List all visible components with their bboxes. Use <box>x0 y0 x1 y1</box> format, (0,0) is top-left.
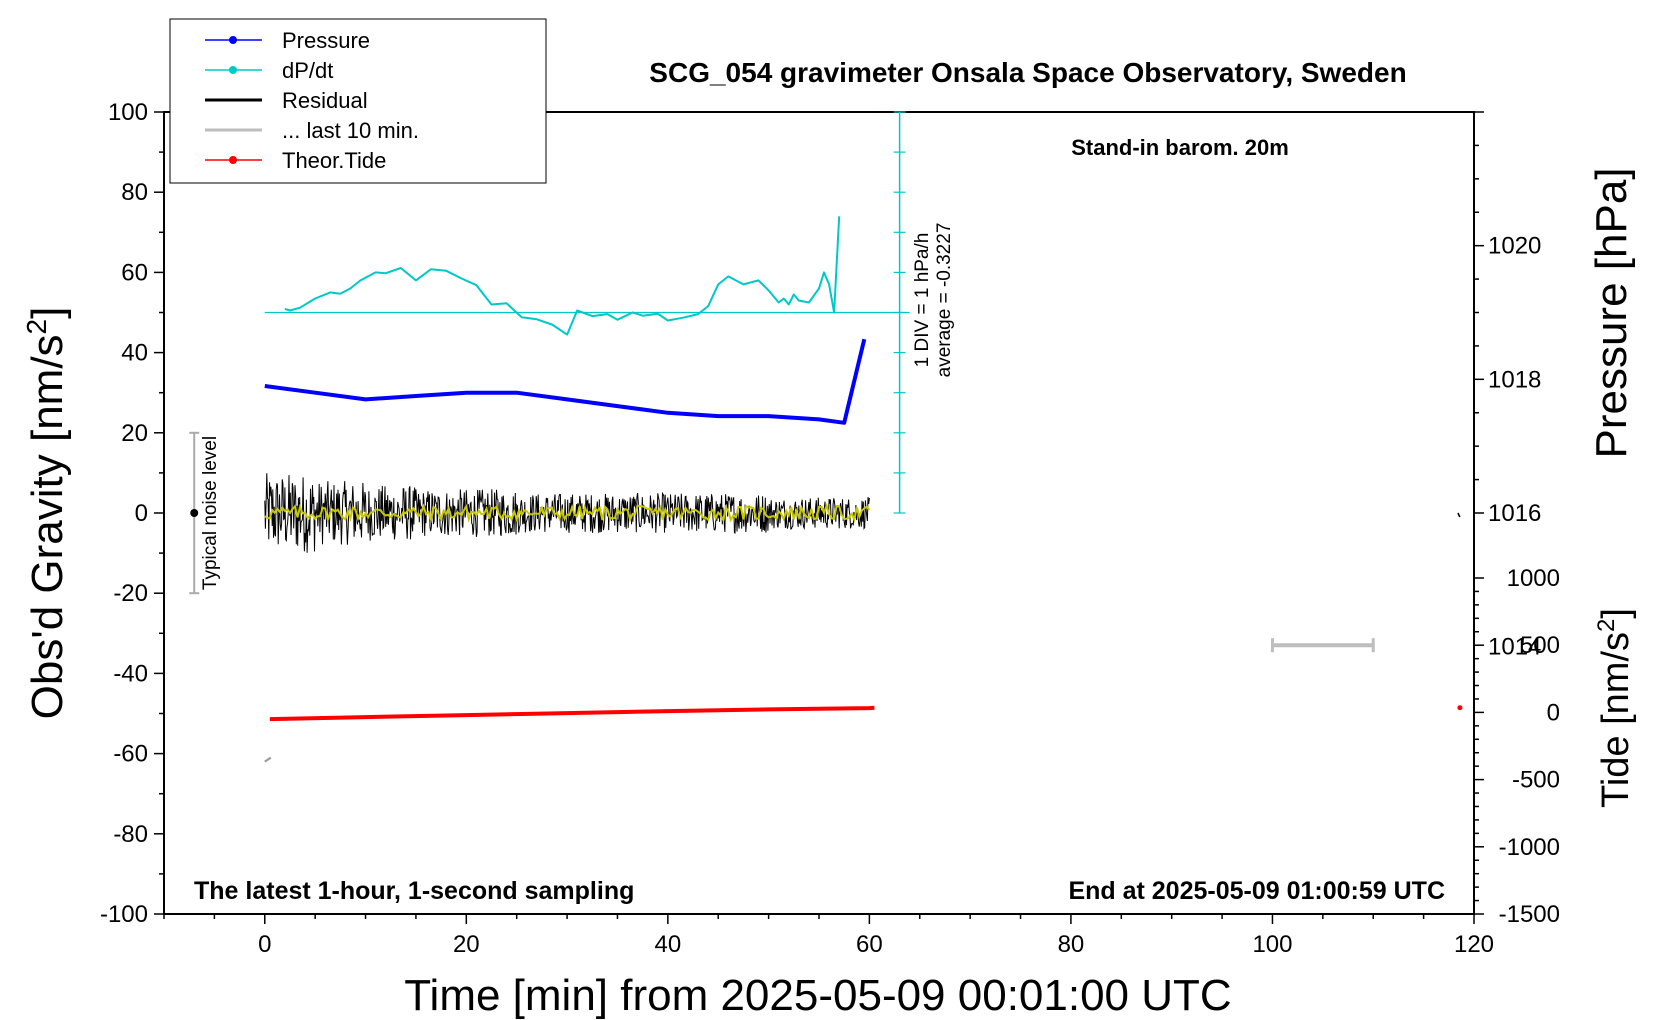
pressure-axis-ticks: 1014 1016 1018 1020 <box>1474 111 1541 661</box>
dpdt-labels: 1 DIV = 1 hPa/h average = -0.3227 <box>912 223 955 378</box>
noise-label: Typical noise level <box>200 436 221 590</box>
residual-line <box>264 473 870 553</box>
legend-label: Residual <box>282 88 368 113</box>
pressure-tick-label: 1020 <box>1488 233 1541 260</box>
tide-tick-label: -1500 <box>1499 901 1560 928</box>
tide-tick-label: -500 <box>1512 767 1560 794</box>
x-tick-label: 40 <box>654 931 681 958</box>
legend-marker <box>229 36 237 44</box>
pressure-tick-label: 1014 <box>1488 634 1541 661</box>
y-axis-ticks: -100 -80 -60 -40 -20 0 20 40 60 80 100 <box>100 99 164 928</box>
chart-title: SCG_054 gravimeter Onsala Space Observat… <box>649 57 1406 88</box>
legend-marker <box>229 66 237 74</box>
noise-center-dot <box>190 509 199 517</box>
legend-label: Pressure <box>282 28 370 53</box>
x-tick-label: 0 <box>258 931 271 958</box>
legend-label: dP/dt <box>282 58 333 83</box>
sampling-note: The latest 1-hour, 1-second sampling <box>194 877 634 905</box>
tide-title-main: Tide [nm/s <box>1595 632 1637 808</box>
theor-tide-line <box>269 705 875 722</box>
y-tick-label: 100 <box>108 99 148 126</box>
legend-label: ... last 10 min. <box>282 118 419 143</box>
tide-axis-title: Tide [nm/s2] <box>1593 608 1637 808</box>
y-title-close: ] <box>23 307 72 319</box>
y-tick-label: -80 <box>113 821 148 848</box>
y-tick-label: -40 <box>113 660 148 687</box>
y-tick-label: 20 <box>121 420 148 447</box>
x-tick-label: 60 <box>856 931 883 958</box>
y-tick-label: -20 <box>113 580 148 607</box>
legend-entries: Pressure dP/dt Residual ... last 10 min. The… <box>205 28 419 173</box>
residual-smoothed-line <box>264 502 871 524</box>
tide-title-close: ] <box>1595 608 1637 619</box>
y-tick-label: 0 <box>135 500 148 527</box>
noise-indicator: Typical noise level <box>189 431 221 595</box>
dpdt-line <box>284 216 841 336</box>
legend-marker <box>229 156 237 164</box>
barometer-note: Stand-in barom. 20m <box>1071 135 1289 160</box>
y-tick-label: 80 <box>121 179 148 206</box>
x-tick-label: 20 <box>453 931 480 958</box>
tide-axis-ticks: -1500 -1000 -500 0 500 1000 <box>1474 565 1560 928</box>
tide-tick-label: 500 <box>1520 632 1560 659</box>
y-tick-label: 60 <box>121 259 148 286</box>
legend: Pressure dP/dt Residual ... last 10 min. The… <box>169 18 547 184</box>
y-axis-title-left: Obs'd Gravity [nm/s2] <box>21 307 72 720</box>
dpdt-average-label: average = -0.3227 <box>934 223 955 378</box>
x-tick-label: 80 <box>1058 931 1085 958</box>
tide-tick-label: 1000 <box>1507 565 1560 592</box>
series-layer <box>264 216 1463 763</box>
x-axis-title: Time [min] from 2025-05-09 00:01:00 UTC <box>404 971 1231 1020</box>
pressure-axis-title: Pressure [hPa] <box>1587 167 1636 458</box>
theor-tide-point <box>1457 705 1463 711</box>
stray-mark <box>264 756 272 763</box>
x-tick-label: 100 <box>1252 931 1292 958</box>
legend-label: Theor.Tide <box>282 148 386 173</box>
dpdt-scale-axis <box>264 111 910 514</box>
y-tick-label: -60 <box>113 741 148 768</box>
y-tick-label: 40 <box>121 340 148 367</box>
y-title-main: Obs'd Gravity [nm/s <box>23 334 72 719</box>
x-axis-ticks: 0 20 40 60 80 100 120 <box>163 914 1494 958</box>
dpdt-div-label: 1 DIV = 1 hPa/h <box>912 233 933 368</box>
stray-mark <box>1457 512 1461 518</box>
pressure-line <box>264 338 867 425</box>
y-tick-label: -100 <box>100 901 148 928</box>
tide-title-sup: 2 <box>1593 619 1620 632</box>
end-time-note: End at 2025-05-09 01:00:59 UTC <box>1068 877 1445 905</box>
pressure-tick-label: 1018 <box>1488 366 1541 393</box>
pressure-tick-label: 1016 <box>1488 500 1541 527</box>
x-tick-label: 120 <box>1454 931 1494 958</box>
y-title-sup: 2 <box>21 319 52 335</box>
tide-tick-label: -1000 <box>1499 834 1560 861</box>
tide-tick-label: 0 <box>1547 699 1560 726</box>
